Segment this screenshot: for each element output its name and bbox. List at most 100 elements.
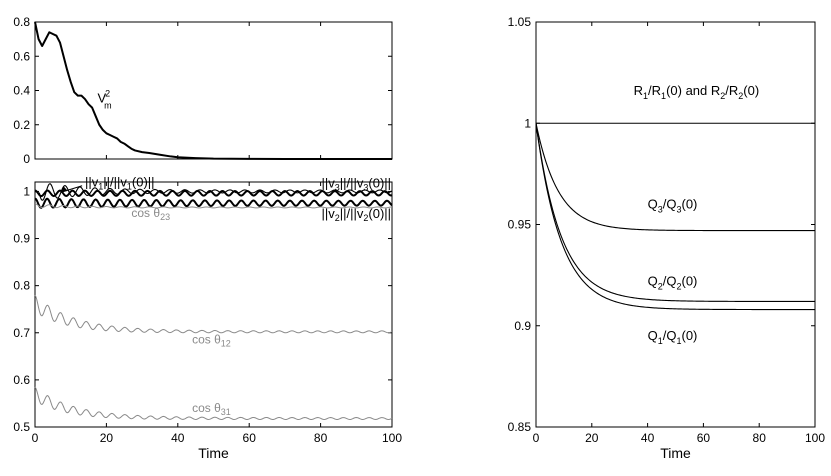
top-left-frame (34, 21, 393, 160)
right-xtick-label: 60 (697, 431, 711, 445)
label-v3-sub2: 3 (363, 183, 368, 193)
bottom-left-xtick-label: 100 (382, 431, 402, 445)
top-left-ytick-label: 0.6 (13, 49, 30, 63)
series-q3-q3-0--line (535, 123, 815, 232)
label-v2-tail2: (0)|| (368, 206, 391, 221)
label-c12-sub: 12 (221, 339, 231, 349)
series--v1-v1-0--line (34, 183, 393, 201)
top-left-ytick-label: 0.8 (13, 15, 30, 29)
label-q1-part: Q (648, 328, 658, 343)
bottom-left-ytick-label: 0.7 (13, 326, 30, 340)
label-vm2-base: V (97, 90, 106, 105)
bottom-left-ytick-label: 0.8 (13, 279, 30, 293)
bottom-left-xtick-label: 80 (314, 431, 328, 445)
label-q2-part: 2 (658, 281, 663, 291)
label-v3: ||v3||/||v3(0)|| (322, 176, 392, 193)
right-ytick-label: 0.9 (514, 319, 531, 333)
right-axes: 0 20 40 60 80 100 0.85 0.9 0.95 1 1.05 Time (508, 15, 826, 461)
label-v2-sub: 2 (335, 213, 340, 223)
label-v3-tail: ||/||v (340, 176, 364, 191)
label-q3: Q3/Q3(0) (648, 196, 698, 214)
series-cos-23-line (34, 203, 393, 209)
label-q2-part: 2 (676, 281, 681, 291)
right-ytick-label: 1 (524, 116, 531, 130)
label-c23-sub: 23 (160, 212, 170, 222)
label-r-part: 2 (738, 91, 743, 101)
label-c12: cos θ12 (192, 333, 231, 349)
label-v1: ||v1||/||v1(0)|| (85, 175, 155, 192)
series-q2-q2-0--line (535, 123, 815, 302)
series-cos-31-line (34, 386, 393, 420)
bottom-left-xtick-label: 20 (100, 431, 114, 445)
bottom-left-xtick-label: 0 (32, 431, 39, 445)
right-xtick-label: 80 (753, 431, 767, 445)
arrow-v1-head (60, 186, 68, 193)
label-r-part: 1 (661, 91, 666, 101)
label-r: R1/R1(0) and R2/R2(0) (634, 83, 760, 101)
label-v2-sub2: 2 (363, 213, 368, 223)
label-r-part: /R (725, 83, 738, 98)
label-q1-part: 1 (676, 336, 681, 346)
label-v3-sub: 3 (335, 183, 340, 193)
label-c23: cos θ23 (131, 206, 170, 222)
bottom-left-ytick-label: 1 (23, 184, 30, 198)
label-v2: ||v2||/||v2(0)|| (322, 206, 392, 223)
label-q2-part: /Q (663, 273, 677, 288)
label-v2-tail: ||/||v (340, 206, 364, 221)
label-vm2-sup: 2 (105, 88, 110, 98)
label-q3-part: 3 (676, 204, 681, 214)
label-c31-sub: 31 (221, 407, 231, 417)
series--v2-v2-0--line (34, 197, 393, 209)
label-c31: cos θ31 (192, 401, 231, 417)
top-left-axes: 0 0.2 0.4 0.6 0.8 (13, 15, 393, 166)
top-left-ytick-label: 0 (23, 152, 30, 166)
label-q3-part: (0) (681, 196, 697, 211)
right-ytick-label: 0.95 (508, 218, 532, 232)
label-r-part: R (634, 83, 643, 98)
series-cos-12-line (34, 294, 393, 334)
series--v3-v3-0--line (34, 189, 393, 198)
label-q3-part: Q (648, 196, 658, 211)
right-xlabel: Time (660, 445, 691, 461)
label-v1-tail2: (0)|| (132, 175, 155, 190)
label-q1-part: 1 (658, 336, 663, 346)
label-v1-text: ||v (85, 175, 99, 190)
label-c31-text: cos θ (192, 401, 221, 415)
right-xtick-label: 0 (533, 431, 540, 445)
label-q2: Q2/Q2(0) (648, 273, 698, 291)
label-v1-sub2: 1 (127, 182, 132, 192)
right-xtick-label: 100 (805, 431, 825, 445)
right-ytick-label: 0.85 (508, 420, 532, 434)
label-r-part: 2 (720, 91, 725, 101)
label-v2-text: ||v (322, 206, 336, 221)
bottom-left-xlabel: Time (198, 445, 229, 461)
bottom-left-ytick-label: 0.9 (13, 232, 30, 246)
right-xtick-label: 20 (585, 431, 599, 445)
bottom-left-ytick-label: 0.5 (13, 420, 30, 434)
label-c12-text: cos θ (192, 333, 221, 347)
bottom-left-xtick-label: 60 (243, 431, 257, 445)
bottom-left-xtick-label: 40 (171, 431, 185, 445)
label-r-part: (0) (743, 83, 759, 98)
label-q3-part: /Q (663, 196, 677, 211)
label-v1-tail: ||/||v (103, 175, 127, 190)
bottom-left-frame (34, 181, 393, 428)
label-q2-part: Q (648, 273, 658, 288)
label-v3-tail2: (0)|| (368, 176, 391, 191)
label-vm2-sub: m (104, 100, 112, 110)
bottom-left-axes: 0 20 40 60 80 100 0.5 0.6 0.7 0.8 0.9 1 Time (13, 181, 402, 461)
right-ytick-label: 1.05 (508, 15, 532, 29)
series-vm2-line (34, 21, 392, 160)
label-q2-part: (0) (681, 273, 697, 288)
label-v3-text: ||v (322, 176, 336, 191)
top-left-ytick-label: 0.2 (13, 118, 30, 132)
bottom-left-ytick-label: 0.6 (13, 373, 30, 387)
label-vm2: V2 m (97, 88, 111, 110)
label-q1-part: (0) (681, 328, 697, 343)
top-left-ytick-label: 0.4 (13, 84, 30, 98)
label-r-part: 1 (643, 91, 648, 101)
right-xtick-label: 40 (641, 431, 655, 445)
label-r-part: /R (648, 83, 661, 98)
label-q3-part: 3 (658, 204, 663, 214)
